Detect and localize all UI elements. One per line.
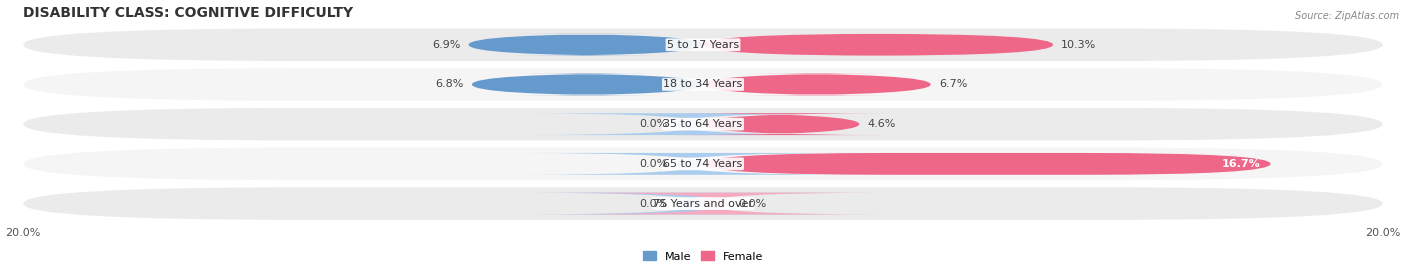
FancyBboxPatch shape — [24, 29, 1382, 61]
Text: 6.8%: 6.8% — [436, 79, 464, 90]
Text: 0.0%: 0.0% — [738, 199, 766, 208]
Text: 18 to 34 Years: 18 to 34 Years — [664, 79, 742, 90]
FancyBboxPatch shape — [703, 34, 1053, 56]
Text: 16.7%: 16.7% — [1222, 159, 1260, 169]
Text: DISABILITY CLASS: COGNITIVE DIFFICULTY: DISABILITY CLASS: COGNITIVE DIFFICULTY — [24, 6, 353, 20]
Text: 0.0%: 0.0% — [640, 199, 668, 208]
FancyBboxPatch shape — [516, 193, 863, 214]
FancyBboxPatch shape — [516, 113, 863, 135]
FancyBboxPatch shape — [24, 68, 1382, 101]
Text: 10.3%: 10.3% — [1062, 40, 1097, 50]
Text: Source: ZipAtlas.com: Source: ZipAtlas.com — [1295, 11, 1399, 21]
FancyBboxPatch shape — [468, 34, 703, 56]
Text: 75 Years and over: 75 Years and over — [652, 199, 754, 208]
Text: 0.0%: 0.0% — [640, 119, 668, 129]
FancyBboxPatch shape — [472, 73, 703, 95]
Text: 35 to 64 Years: 35 to 64 Years — [664, 119, 742, 129]
Text: 6.7%: 6.7% — [939, 79, 967, 90]
Text: 65 to 74 Years: 65 to 74 Years — [664, 159, 742, 169]
Text: 4.6%: 4.6% — [868, 119, 896, 129]
Legend: Male, Female: Male, Female — [643, 251, 763, 261]
FancyBboxPatch shape — [703, 153, 1271, 175]
Text: 5 to 17 Years: 5 to 17 Years — [666, 40, 740, 50]
FancyBboxPatch shape — [24, 187, 1382, 220]
FancyBboxPatch shape — [516, 153, 863, 175]
FancyBboxPatch shape — [543, 193, 890, 214]
Text: 0.0%: 0.0% — [640, 159, 668, 169]
Text: 6.9%: 6.9% — [432, 40, 460, 50]
FancyBboxPatch shape — [672, 113, 890, 135]
FancyBboxPatch shape — [24, 148, 1382, 180]
FancyBboxPatch shape — [703, 73, 931, 95]
FancyBboxPatch shape — [24, 108, 1382, 140]
